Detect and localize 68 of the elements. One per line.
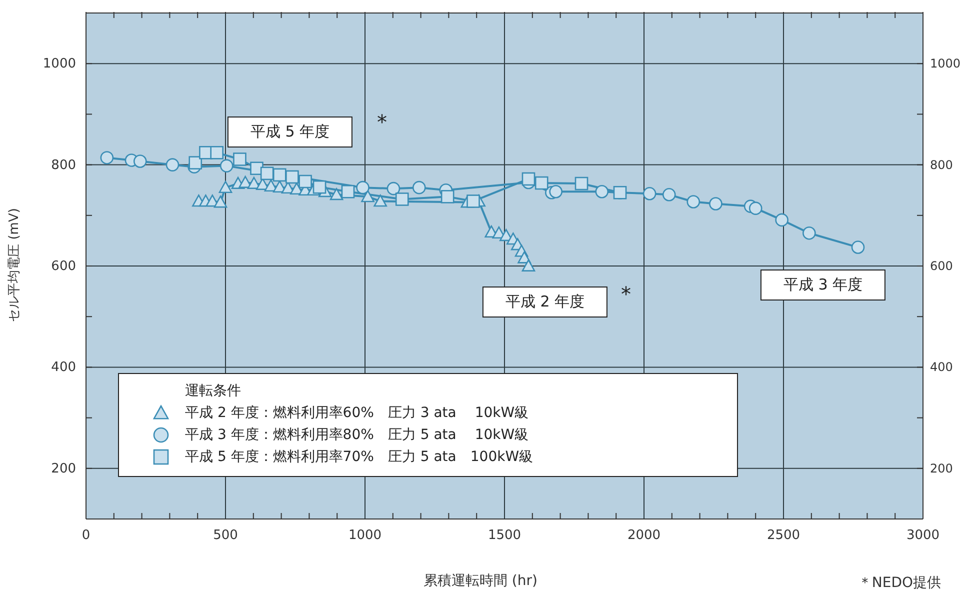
point: [386, 182, 400, 196]
point: [522, 172, 536, 186]
point: [662, 188, 676, 202]
point: [312, 180, 326, 194]
label-box: 平成 5 年度: [227, 116, 353, 148]
label-box: 平成 2 年度: [482, 286, 608, 318]
point: [466, 194, 480, 208]
x-tick-label: 1000: [348, 528, 382, 543]
point: [166, 158, 180, 172]
annotation: *: [621, 282, 631, 306]
point: [260, 166, 274, 180]
point: [412, 180, 426, 194]
point: [595, 184, 609, 198]
label-box: 平成 3 年度: [760, 270, 886, 300]
x-tick-label: 500: [213, 528, 238, 543]
point: [188, 156, 202, 170]
point: [298, 174, 312, 188]
point: [549, 184, 562, 198]
legend-label: 平成 5 年度：燃料利用率70% 圧力 5 ata 100kW級: [185, 448, 534, 466]
y-tick-label: 800: [51, 158, 76, 173]
point: [100, 151, 114, 164]
x-tick-label: 3000: [906, 528, 940, 543]
point: [748, 202, 762, 215]
point: [356, 180, 370, 194]
y-tick-label: 200: [51, 461, 76, 476]
point: [210, 146, 224, 160]
point: [775, 213, 788, 227]
point: [574, 176, 588, 190]
y2-tick-label: 1000: [930, 56, 961, 71]
point: [802, 226, 816, 240]
point: [233, 152, 246, 166]
point: [220, 159, 234, 172]
point: [851, 240, 865, 254]
point: [341, 184, 355, 198]
point: [272, 168, 286, 182]
text: ＊NEDO提供: [858, 574, 941, 592]
point: [522, 259, 536, 272]
annotation: *: [377, 110, 387, 134]
point: [709, 197, 722, 210]
x-axis-title: 累積運転時間 (hr): [423, 573, 538, 589]
point: [613, 186, 627, 200]
point: [686, 195, 700, 208]
point: [218, 180, 232, 194]
point: [214, 196, 228, 208]
y2-tick-label: 200: [930, 461, 953, 476]
y-axis-title: セル平均電圧 (mV): [6, 208, 23, 322]
x-tick-label: 0: [82, 528, 90, 543]
point: [534, 176, 548, 190]
point: [374, 194, 387, 207]
y2-tick-label: 600: [930, 259, 953, 273]
y-tick-label: 600: [51, 259, 76, 274]
point: [395, 192, 409, 206]
point: [642, 186, 656, 200]
y-tick-label: 1000: [42, 56, 76, 72]
point: [440, 190, 454, 204]
x-tick-label: 1500: [488, 528, 522, 543]
legend-label: 平成 2 年度：燃料利用率60% 圧力 3 ata 10kW級: [185, 404, 529, 422]
x-tick-label: 2000: [627, 528, 661, 543]
y-tick-label: 400: [51, 360, 76, 376]
y2-tick-label: 400: [930, 360, 953, 374]
y2-tick-label: 800: [930, 158, 953, 172]
point: [286, 170, 299, 184]
point: [133, 154, 147, 168]
legend-label: 平成 3 年度：燃料利用率80% 圧力 5 ata 10kW級: [185, 426, 529, 444]
point: [330, 188, 344, 200]
legend-title: 運転条件: [185, 382, 242, 400]
point: [361, 190, 374, 202]
x-tick-label: 2500: [766, 528, 800, 543]
